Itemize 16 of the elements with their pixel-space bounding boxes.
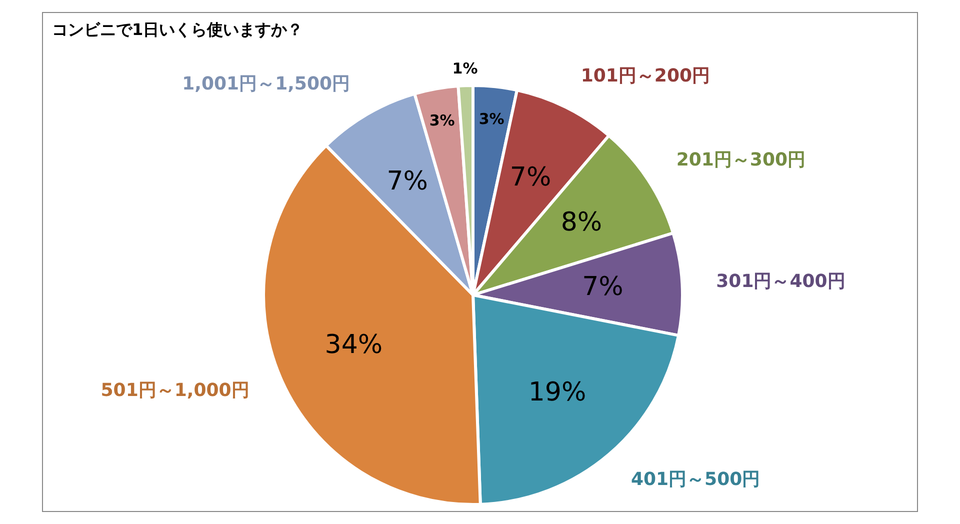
data-label: 34% [324, 330, 383, 360]
data-label: 19% [528, 378, 586, 408]
data-label: 7% [386, 166, 428, 197]
slice-label: 501円～1,000円 [100, 380, 250, 401]
data-label: 3% [478, 110, 504, 128]
chart-title: コンビニで1日いくら使いますか？ [52, 20, 304, 41]
slice-label: 301円～400円 [716, 270, 846, 292]
slice-label: 201円～300円 [676, 150, 806, 171]
slice-label: 1,001円～1,500円 [182, 74, 350, 95]
data-label: 1% [452, 60, 478, 78]
slice-label: 101円～200円 [580, 65, 710, 86]
slice-label: 401円～500円 [630, 468, 760, 490]
data-label: 8% [560, 207, 602, 238]
data-label: 7% [510, 162, 552, 192]
data-label: 7% [582, 272, 624, 302]
data-label: 3% [429, 112, 455, 130]
